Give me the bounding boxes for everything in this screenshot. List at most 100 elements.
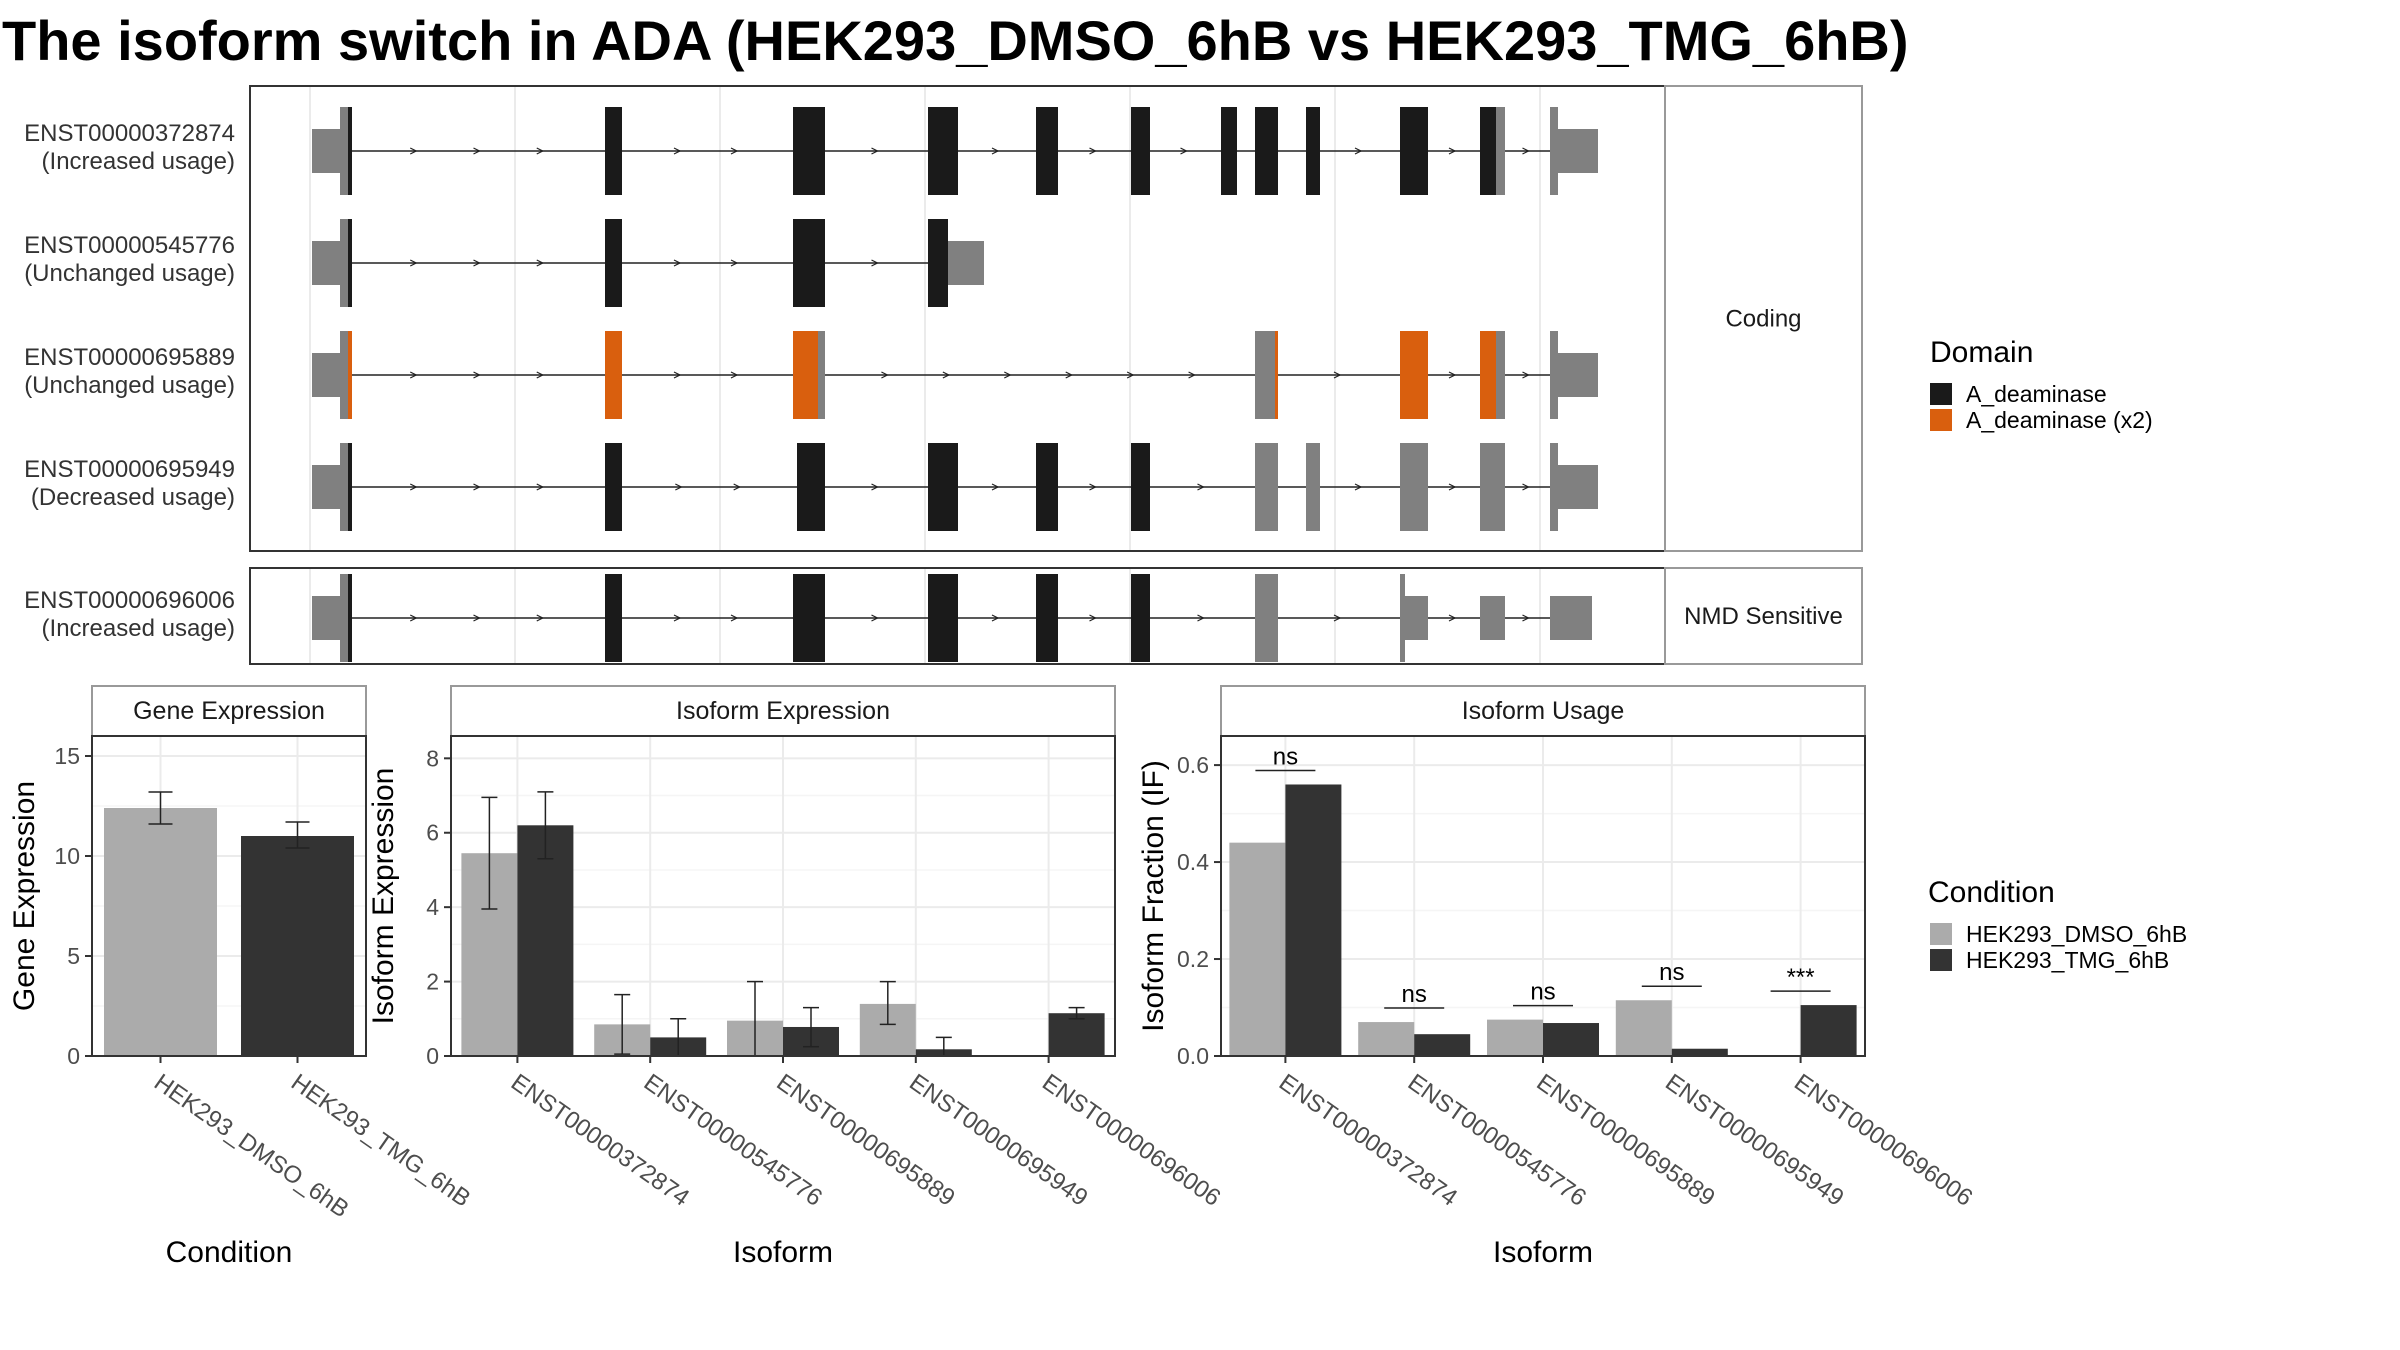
intron-direction-arrow [675, 483, 683, 491]
facet-strip-title: Gene Expression [133, 697, 325, 725]
exon-block [312, 465, 340, 509]
exon-block [312, 596, 340, 640]
y-tick-label: 0.0 [1177, 1043, 1209, 1069]
exon-block [1036, 443, 1058, 531]
bar [1285, 784, 1342, 1056]
exon-block [605, 443, 622, 531]
intron-direction-arrow [536, 259, 545, 267]
transcript-usage-label: (Decreased usage) [31, 484, 235, 511]
facet-strip [91, 685, 367, 737]
exon-block [1306, 443, 1320, 531]
bar [104, 808, 217, 1056]
transcript-id-label: ENST00000545776 [24, 232, 235, 259]
exon-block [1550, 596, 1592, 640]
panel-strip [1664, 567, 1863, 665]
intron-direction-arrow [1197, 614, 1205, 622]
exon-block [312, 241, 340, 285]
x-axis-title: Isoform [733, 1236, 833, 1269]
transcript-id-label: ENST00000695949 [24, 456, 235, 483]
transcript-usage-label: (Unchanged usage) [24, 372, 235, 399]
exon-block [1480, 107, 1496, 195]
y-tick-label: 5 [67, 943, 80, 969]
facet-strip [450, 685, 1116, 737]
y-tick-label: 0 [426, 1043, 439, 1069]
intron-direction-arrow [536, 371, 545, 379]
intron-direction-arrow [871, 614, 879, 622]
bar [1414, 1034, 1471, 1056]
exon-block [340, 443, 348, 531]
y-tick-label: 4 [426, 894, 439, 920]
exon-block [1558, 129, 1598, 173]
exon-block [948, 241, 984, 285]
exon-block [605, 219, 622, 307]
intron-direction-arrow [473, 259, 481, 267]
facet-strip-title: Isoform Usage [1462, 697, 1625, 725]
exon-block [1036, 107, 1058, 195]
exon-block [1255, 443, 1278, 531]
exon-block [1255, 574, 1278, 662]
intron-direction-arrow [1448, 371, 1457, 379]
transcript-id-label: ENST00000372874 [24, 120, 235, 147]
exon-block [1480, 331, 1496, 419]
intron-direction-arrow [871, 147, 879, 155]
domain-legend-title: Domain [1930, 336, 2033, 369]
y-tick-label: 10 [54, 843, 80, 869]
exon-block [928, 443, 958, 531]
bar [1487, 1019, 1543, 1056]
transcript-usage-label: (Increased usage) [42, 148, 235, 175]
exon-block [1405, 596, 1428, 640]
intron-direction-arrow [1065, 371, 1074, 379]
y-axis-title: Isoform Expression [367, 768, 400, 1025]
exon-block [348, 219, 352, 307]
intron-direction-arrow [1522, 371, 1530, 379]
intron-direction-arrow [673, 259, 682, 267]
exon-block [312, 129, 340, 173]
intron-direction-arrow [1089, 483, 1097, 491]
y-tick-label: 8 [426, 745, 439, 771]
intron-direction-arrow [409, 147, 418, 155]
panel-strip-label: NMD Sensitive [1684, 603, 1843, 630]
plot-panel-border [91, 735, 367, 1057]
intron-direction-arrow [1089, 147, 1097, 155]
exon-block [1131, 443, 1150, 531]
exon-block [1550, 443, 1558, 531]
bar [1229, 842, 1286, 1056]
intron-direction-arrow [1333, 614, 1342, 622]
transcript-usage-label: (Unchanged usage) [24, 260, 235, 287]
y-axis-title: Isoform Fraction (IF) [1137, 760, 1170, 1032]
intron-direction-arrow [991, 147, 1000, 155]
exon-block [340, 219, 348, 307]
significance-label: ns [1273, 743, 1298, 770]
bar [1543, 1023, 1599, 1056]
exon-block [340, 331, 348, 419]
intron-direction-arrow [473, 483, 481, 491]
significance-label: ns [1530, 979, 1555, 1006]
exon-block [605, 107, 622, 195]
intron-direction-arrow [1333, 371, 1342, 379]
exon-block [1400, 443, 1428, 531]
exon-block [1131, 107, 1150, 195]
y-tick-label: 0.4 [1177, 849, 1209, 875]
exon-block [928, 219, 948, 307]
domain-legend-key [1930, 383, 1952, 405]
exon-block [605, 574, 622, 662]
condition-legend-label: HEK293_DMSO_6hB [1966, 921, 2187, 947]
panel-strip [1664, 85, 1863, 552]
exon-block [793, 574, 825, 662]
exon-block [1480, 443, 1505, 531]
intron-direction-arrow [409, 483, 418, 491]
intron-direction-arrow [1180, 147, 1188, 155]
exon-block [605, 331, 622, 419]
exon-block [1306, 107, 1320, 195]
intron-direction-arrow [730, 614, 739, 622]
y-tick-label: 0.2 [1177, 946, 1209, 972]
y-tick-label: 0.6 [1177, 752, 1209, 778]
exon-block [1550, 107, 1558, 195]
intron-direction-arrow [991, 614, 1000, 622]
intron-direction-arrow [942, 371, 951, 379]
intron-direction-arrow [473, 147, 481, 155]
bar [241, 836, 354, 1056]
intron-direction-arrow [1089, 614, 1097, 622]
intron-direction-arrow [673, 371, 682, 379]
domain-legend-key [1930, 409, 1952, 431]
